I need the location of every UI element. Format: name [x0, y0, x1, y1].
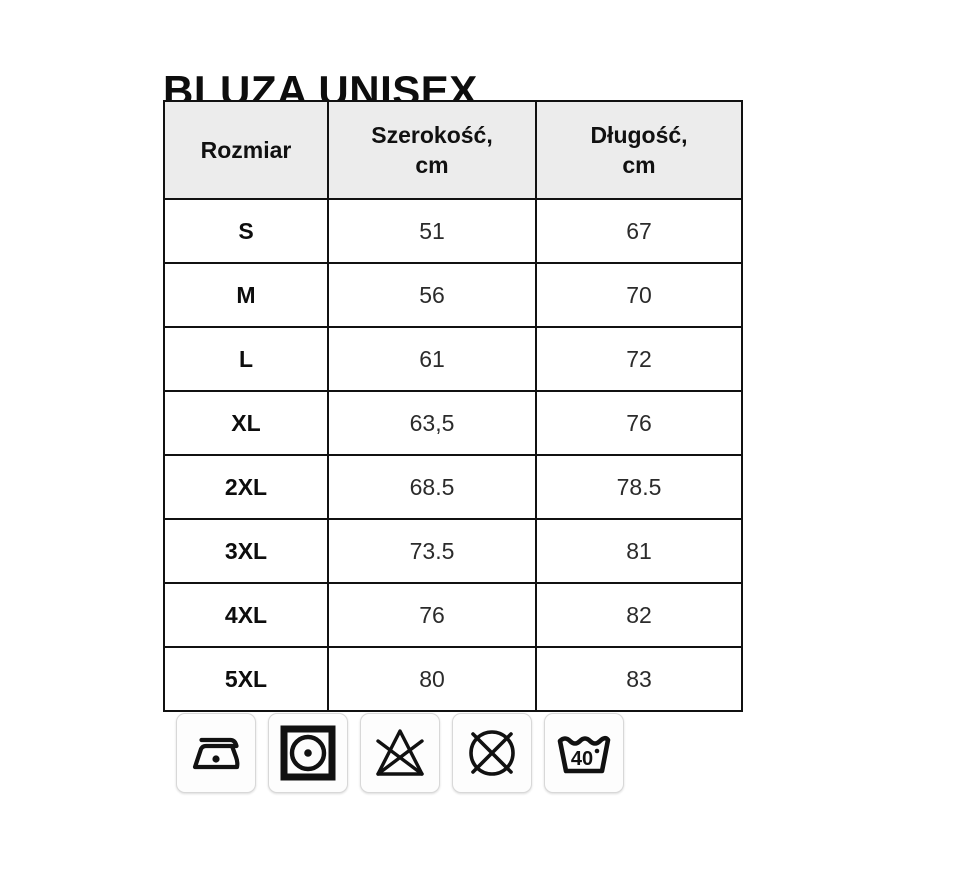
cell-length: 78.5 [535, 454, 743, 520]
wash-temperature-label: 40 [571, 748, 593, 770]
cell-size: M [163, 262, 329, 328]
cell-size: S [163, 198, 329, 264]
iron-low-temperature-icon [176, 713, 256, 793]
cell-width: 63,5 [327, 390, 537, 456]
column-header-length: Długość, cm [535, 100, 743, 200]
column-header-length-line1: Długość, [590, 121, 688, 148]
table-header-row: Rozmiar Szerokość, cm Długość, cm [163, 100, 743, 200]
cell-size: 5XL [163, 646, 329, 712]
cell-length: 67 [535, 198, 743, 264]
size-table-body: S 51 67 M 56 70 L 61 72 XL 63,5 76 [163, 198, 743, 712]
cell-size: 3XL [163, 518, 329, 584]
wash-40-degrees-icon: 40 [544, 713, 624, 793]
cell-size: L [163, 326, 329, 392]
column-header-width-line2: cm [415, 152, 449, 178]
column-header-width-line1: Szerokość, [371, 121, 493, 148]
cell-length: 83 [535, 646, 743, 712]
size-table: Rozmiar Szerokość, cm Długość, cm S 51 [163, 100, 743, 712]
table-row: M 56 70 [163, 262, 743, 328]
column-header-size: Rozmiar [163, 100, 329, 200]
cell-length: 81 [535, 518, 743, 584]
table-row: S 51 67 [163, 198, 743, 264]
size-table-head: Rozmiar Szerokość, cm Długość, cm [163, 100, 743, 200]
do-not-dry-clean-icon [452, 713, 532, 793]
cell-size: XL [163, 390, 329, 456]
cell-width: 80 [327, 646, 537, 712]
table-row: 5XL 80 83 [163, 646, 743, 712]
size-table-container: Rozmiar Szerokość, cm Długość, cm S 51 [163, 100, 743, 712]
table-row: XL 63,5 76 [163, 390, 743, 456]
cell-width: 56 [327, 262, 537, 328]
cell-width: 76 [327, 582, 537, 648]
table-row: 3XL 73.5 81 [163, 518, 743, 584]
table-row: 4XL 76 82 [163, 582, 743, 648]
table-row: 2XL 68.5 78.5 [163, 454, 743, 520]
care-symbols-row: 40 [176, 713, 624, 793]
table-row: L 61 72 [163, 326, 743, 392]
column-header-length-line2: cm [622, 152, 656, 178]
cell-length: 70 [535, 262, 743, 328]
column-header-size-line1: Rozmiar [200, 136, 292, 163]
cell-width: 51 [327, 198, 537, 264]
do-not-bleach-icon [360, 713, 440, 793]
cell-width: 61 [327, 326, 537, 392]
cell-length: 82 [535, 582, 743, 648]
cell-length: 76 [535, 390, 743, 456]
cell-length: 72 [535, 326, 743, 392]
cell-size: 4XL [163, 582, 329, 648]
cell-size: 2XL [163, 454, 329, 520]
cell-width: 73.5 [327, 518, 537, 584]
cell-width: 68.5 [327, 454, 537, 520]
column-header-width: Szerokość, cm [327, 100, 537, 200]
tumble-dry-low-icon [268, 713, 348, 793]
